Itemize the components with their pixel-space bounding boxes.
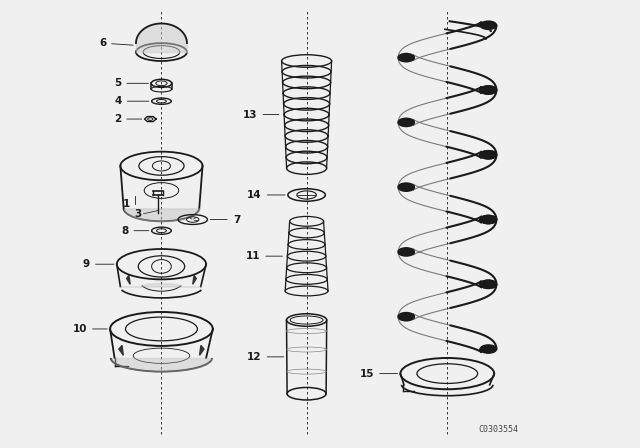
Text: 4: 4 xyxy=(115,96,149,106)
Ellipse shape xyxy=(481,215,497,224)
Ellipse shape xyxy=(481,151,497,159)
Polygon shape xyxy=(193,276,196,284)
Ellipse shape xyxy=(481,21,497,29)
Polygon shape xyxy=(200,345,204,355)
Text: 3: 3 xyxy=(134,209,141,219)
Text: 5: 5 xyxy=(114,78,148,88)
Ellipse shape xyxy=(481,215,497,224)
Ellipse shape xyxy=(398,248,414,256)
Ellipse shape xyxy=(481,86,497,94)
Text: 1: 1 xyxy=(123,199,131,209)
Text: 14: 14 xyxy=(247,190,285,200)
Text: 6: 6 xyxy=(99,38,133,48)
Ellipse shape xyxy=(481,151,497,159)
Polygon shape xyxy=(127,276,130,284)
Ellipse shape xyxy=(481,86,497,94)
Text: 10: 10 xyxy=(72,324,108,334)
Text: 2: 2 xyxy=(114,114,141,124)
Ellipse shape xyxy=(398,54,414,62)
Ellipse shape xyxy=(398,313,414,321)
Text: 13: 13 xyxy=(243,110,279,120)
Text: C0303554: C0303554 xyxy=(479,425,518,434)
Ellipse shape xyxy=(481,280,497,289)
Ellipse shape xyxy=(398,118,414,126)
Polygon shape xyxy=(119,345,124,355)
Ellipse shape xyxy=(481,345,497,353)
Text: 9: 9 xyxy=(83,259,114,269)
Text: 12: 12 xyxy=(247,352,284,362)
Ellipse shape xyxy=(481,280,497,289)
Text: 7: 7 xyxy=(210,215,240,224)
Text: 15: 15 xyxy=(360,369,397,379)
Text: 11: 11 xyxy=(246,251,282,261)
Ellipse shape xyxy=(398,183,414,191)
Text: 8: 8 xyxy=(121,226,149,236)
